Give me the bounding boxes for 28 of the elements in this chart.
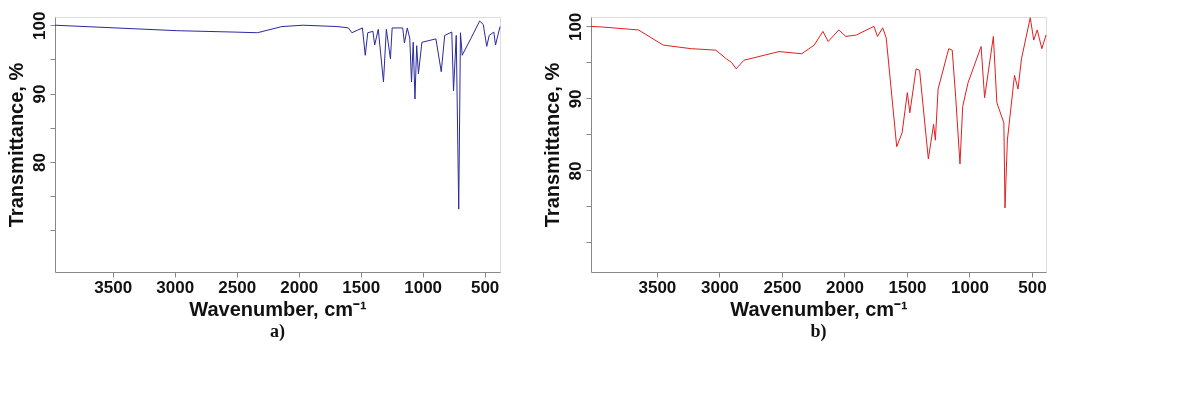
- y-tick-label: 90: [29, 84, 49, 104]
- x-tick-label: 500: [470, 277, 500, 297]
- y-tick-label: 100: [29, 11, 49, 40]
- x-axis-title: Wavenumber, cm⁻¹: [730, 297, 909, 320]
- line-series: [590, 17, 1047, 209]
- x-tick-label: 2500: [763, 277, 802, 297]
- x-tick-label: 3500: [638, 277, 677, 297]
- x-tick-label: 500: [1018, 277, 1047, 297]
- y-tick-label: 90: [565, 89, 585, 109]
- x-tick-label: 2000: [280, 277, 319, 297]
- x-tick-label: 1500: [342, 277, 381, 297]
- x-axis-title: Wavenumber, cm⁻¹: [189, 297, 368, 320]
- x-tick-label: 3000: [156, 277, 195, 297]
- x-tick-label: 2000: [826, 277, 864, 297]
- y-axis-title: Transmittance, %: [540, 62, 563, 228]
- text: a): [270, 321, 285, 342]
- x-tick-label: 1000: [951, 277, 989, 297]
- text: b): [810, 321, 827, 342]
- y-tick-label: 100: [565, 12, 585, 42]
- y-tick-label: 80: [29, 152, 49, 172]
- x-tick-label: 1500: [888, 277, 927, 297]
- x-tick-label: 1000: [404, 277, 443, 297]
- y-axis-title: Transmittance, %: [4, 62, 27, 228]
- x-tick-label: 3500: [94, 277, 133, 297]
- y-tick-label: 80: [565, 161, 585, 181]
- line-series: [54, 20, 501, 210]
- x-tick-label: 2500: [218, 277, 257, 297]
- x-tick-label: 3000: [701, 277, 739, 297]
